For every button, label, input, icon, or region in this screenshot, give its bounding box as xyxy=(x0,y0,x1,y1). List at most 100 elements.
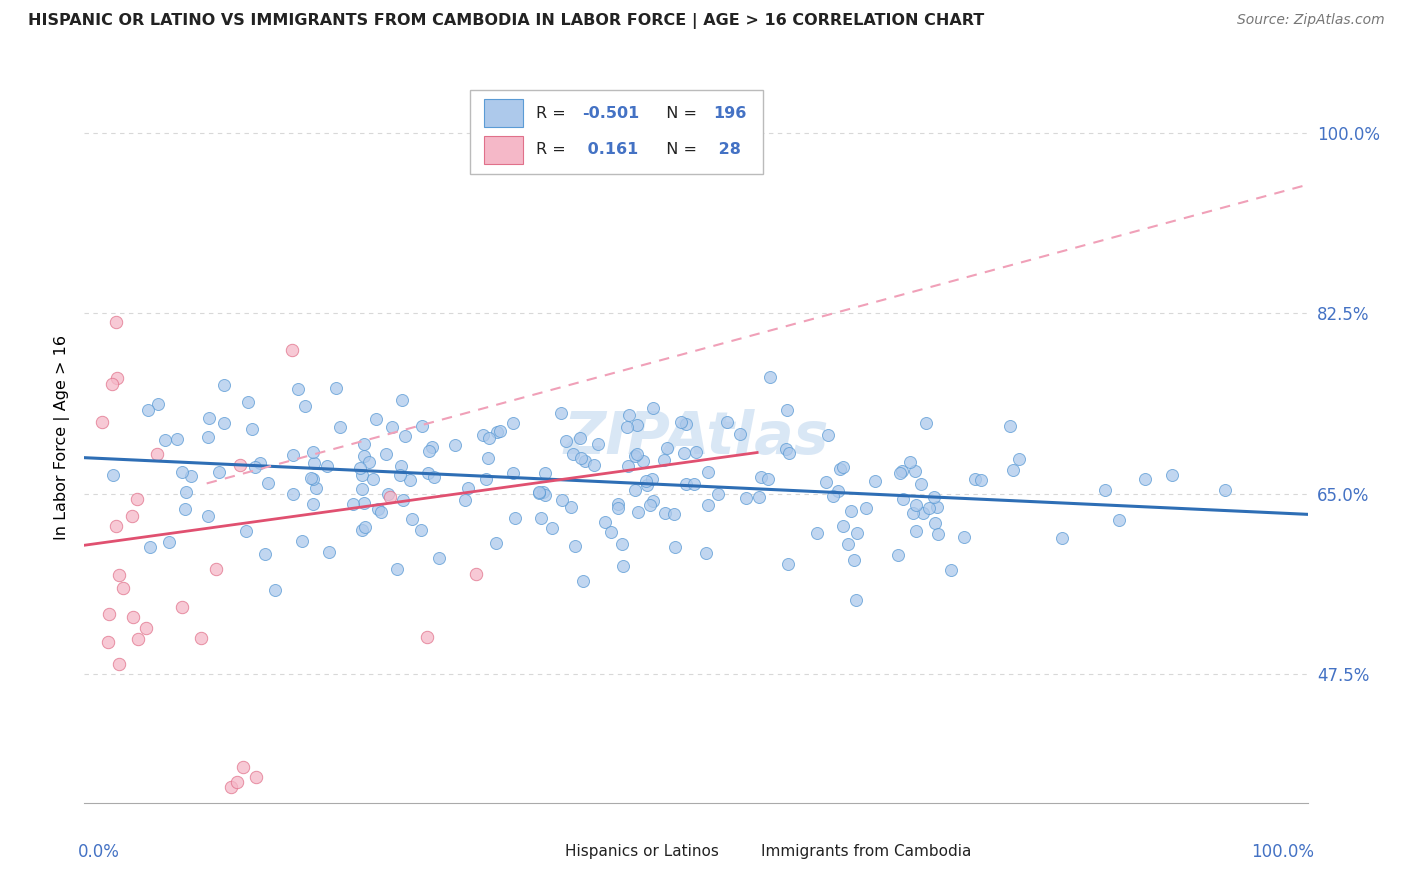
Point xyxy=(551,492,574,507)
Point xyxy=(385,562,408,576)
Point xyxy=(776,403,799,417)
Point xyxy=(672,446,695,460)
Point xyxy=(568,431,591,445)
Point xyxy=(530,510,553,524)
Point xyxy=(910,476,932,491)
Point xyxy=(697,465,720,479)
Point xyxy=(912,506,935,520)
Point xyxy=(287,382,309,396)
Point xyxy=(474,472,496,486)
Point xyxy=(527,485,550,500)
Text: Hispanics or Latinos: Hispanics or Latinos xyxy=(565,844,718,859)
Point xyxy=(427,550,450,565)
Point xyxy=(352,467,374,482)
Point xyxy=(294,399,316,413)
Point xyxy=(531,484,554,499)
Point xyxy=(353,496,375,510)
Point xyxy=(1008,452,1031,467)
Point xyxy=(616,420,638,434)
Point xyxy=(302,456,325,470)
Point xyxy=(569,451,592,466)
Point xyxy=(837,537,859,551)
Point xyxy=(374,447,396,461)
Point xyxy=(236,394,259,409)
Point xyxy=(1213,483,1236,497)
Point xyxy=(505,511,527,525)
Point xyxy=(318,544,340,558)
Point xyxy=(560,500,582,515)
Point xyxy=(627,505,650,519)
Text: N =: N = xyxy=(655,142,702,157)
Text: ZIPAtlas: ZIPAtlas xyxy=(564,409,828,466)
Point xyxy=(125,491,148,506)
Point xyxy=(675,477,697,491)
Point xyxy=(361,472,384,486)
Point xyxy=(389,467,412,482)
Bar xyxy=(727,844,754,858)
Point xyxy=(887,549,910,563)
Point xyxy=(486,425,509,440)
Point xyxy=(364,412,387,426)
Point xyxy=(367,502,389,516)
Point xyxy=(901,507,924,521)
Point xyxy=(846,526,869,541)
Point xyxy=(254,548,277,562)
Point xyxy=(305,481,328,495)
Point xyxy=(478,431,501,445)
Text: -0.501: -0.501 xyxy=(582,105,640,120)
Point xyxy=(617,459,640,474)
Point xyxy=(855,500,877,515)
Point xyxy=(695,546,717,560)
Point xyxy=(890,464,912,478)
Point xyxy=(562,447,585,461)
Point xyxy=(652,452,675,467)
Point xyxy=(101,467,124,482)
Point xyxy=(245,770,267,784)
Point xyxy=(534,466,557,480)
Point xyxy=(1001,463,1024,477)
Point xyxy=(541,521,564,535)
Point xyxy=(464,566,486,581)
Point xyxy=(97,635,120,649)
Point xyxy=(831,459,853,474)
Point xyxy=(606,501,628,516)
Point xyxy=(814,475,837,489)
Point xyxy=(302,445,325,459)
Point xyxy=(325,381,347,395)
Point xyxy=(399,473,422,487)
Point xyxy=(550,406,572,420)
Point xyxy=(353,450,375,464)
Point xyxy=(105,315,128,329)
Point xyxy=(416,630,439,644)
Point xyxy=(281,487,304,501)
Point xyxy=(121,509,143,524)
Point xyxy=(263,582,285,597)
Bar xyxy=(484,99,523,127)
Point xyxy=(174,485,197,500)
Point xyxy=(423,469,446,483)
Point xyxy=(1094,483,1116,498)
Point xyxy=(299,471,322,485)
Point xyxy=(654,507,676,521)
Point xyxy=(97,607,120,621)
Point xyxy=(600,524,623,539)
Point xyxy=(90,415,112,429)
Text: N =: N = xyxy=(655,105,702,120)
Point xyxy=(454,493,477,508)
Point xyxy=(564,539,586,553)
Point xyxy=(100,377,122,392)
Point xyxy=(197,410,219,425)
Point xyxy=(281,343,304,357)
Point xyxy=(889,466,911,480)
Point xyxy=(823,489,845,503)
Point xyxy=(352,482,374,496)
Point xyxy=(457,481,479,495)
Point xyxy=(662,508,685,522)
Point xyxy=(170,465,193,479)
Point xyxy=(166,432,188,446)
Point xyxy=(370,505,392,519)
Point xyxy=(759,369,782,384)
Point xyxy=(502,417,524,431)
Point xyxy=(533,488,555,502)
Point xyxy=(411,523,433,537)
